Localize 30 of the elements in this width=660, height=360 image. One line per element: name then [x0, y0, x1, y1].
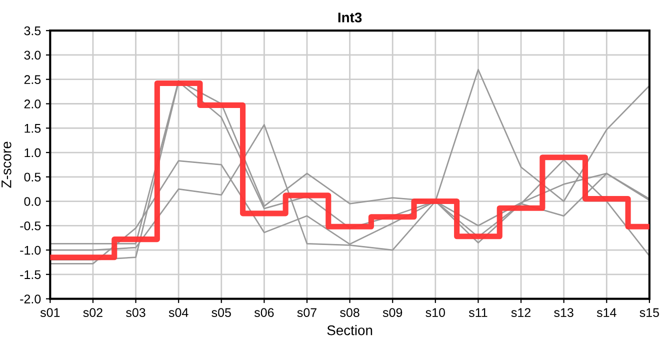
y-tick-label: 1.5 [24, 124, 41, 133]
y-tick-label: -1.0 [20, 246, 41, 255]
y-tick-label: 3.5 [24, 26, 41, 36]
x-tick-label: s07 [297, 308, 316, 318]
y-tick-label: -2.0 [20, 294, 41, 304]
y-tick-label: 0.5 [24, 172, 41, 182]
x-tick-label: s01 [40, 308, 60, 318]
x-tick-label: s15 [640, 308, 659, 318]
x-tick-label: s03 [126, 308, 146, 318]
y-tick-label: 2.5 [24, 75, 41, 84]
x-tick-label: s12 [511, 308, 530, 318]
x-tick-label: s02 [83, 308, 102, 318]
x-tick-label: s08 [340, 308, 360, 318]
y-axis-title: Z-score [2, 142, 12, 188]
x-tick-label: s09 [382, 308, 402, 318]
x-tick-label: s11 [468, 308, 488, 318]
chart-title: Int3 [338, 12, 362, 22]
y-tick-label: -1.5 [20, 270, 41, 280]
y-tick-label: 2.0 [24, 100, 41, 108]
x-tick-label: s14 [596, 308, 616, 318]
x-tick-label: s06 [254, 308, 274, 318]
y-tick-label: 1.0 [24, 148, 41, 158]
y-tick-label: 0.0 [24, 197, 41, 206]
x-axis-title: Section [327, 325, 372, 336]
x-tick-label: s05 [212, 308, 231, 318]
y-tick-label: -0.5 [20, 221, 41, 230]
x-tick-label: s13 [554, 308, 574, 318]
x-tick-label: s10 [426, 308, 445, 318]
y-tick-label: 3.0 [24, 50, 41, 60]
x-tick-label: s04 [168, 308, 188, 318]
